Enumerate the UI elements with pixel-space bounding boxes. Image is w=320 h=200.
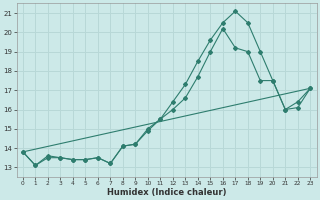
X-axis label: Humidex (Indice chaleur): Humidex (Indice chaleur) — [107, 188, 226, 197]
